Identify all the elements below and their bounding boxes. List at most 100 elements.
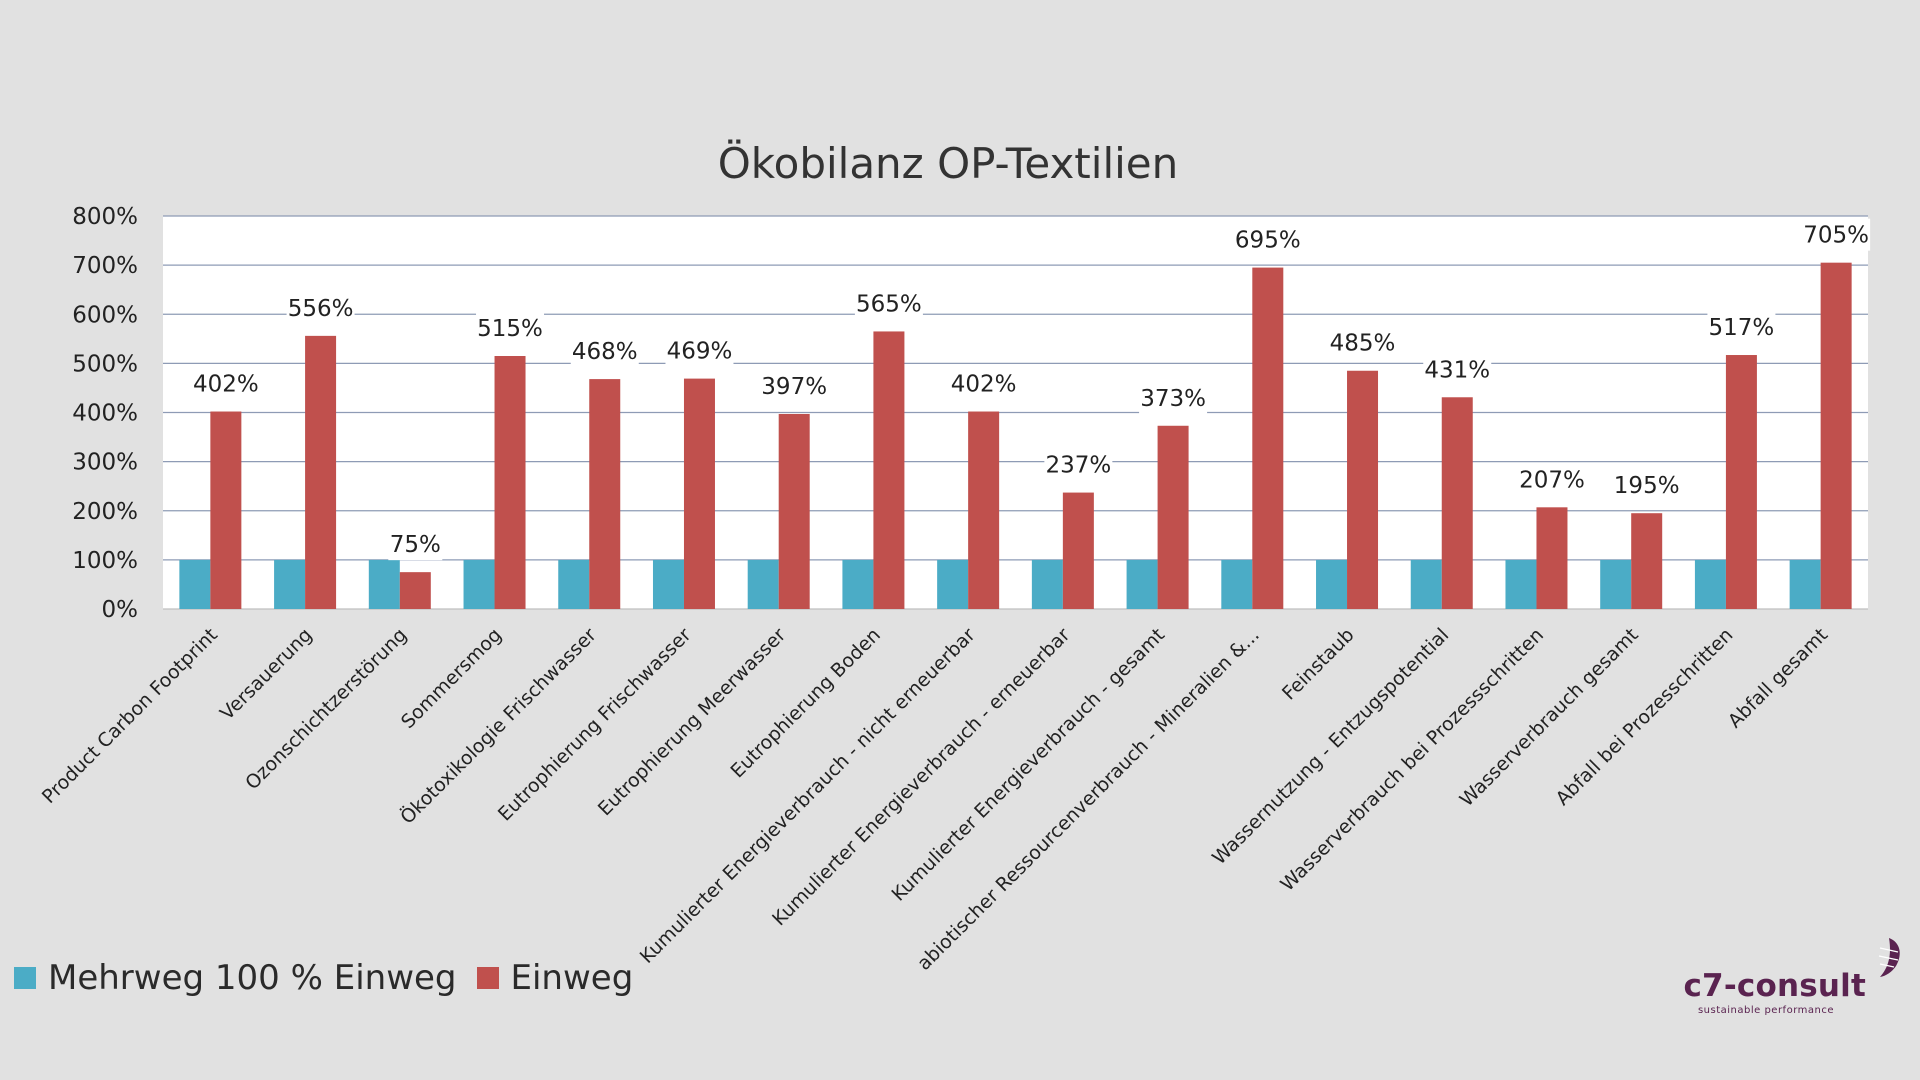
data-label: 397% bbox=[761, 374, 827, 400]
data-label-background bbox=[665, 334, 734, 367]
legend-item-einweg: Einweg bbox=[476, 958, 634, 998]
bar-mehrweg bbox=[368, 559, 400, 609]
x-tick-label: Eutrophierung Meerwasser bbox=[594, 624, 790, 820]
bar-einweg bbox=[873, 331, 905, 609]
data-label: 237% bbox=[1045, 453, 1111, 479]
bar-einweg bbox=[778, 413, 810, 609]
legend-swatch-einweg bbox=[476, 967, 499, 989]
data-label-background bbox=[1044, 448, 1113, 481]
data-label: 517% bbox=[1709, 315, 1775, 341]
bar-mehrweg bbox=[179, 559, 211, 609]
legend-label-einweg: Einweg bbox=[510, 958, 634, 998]
data-label: 469% bbox=[667, 339, 733, 365]
bar-mehrweg bbox=[1505, 559, 1537, 609]
x-tick-label: Sommersmog bbox=[397, 624, 506, 733]
data-label: 373% bbox=[1140, 386, 1206, 412]
x-tick-label: Kumulierter Energieverbrauch - nicht ern… bbox=[636, 624, 980, 968]
bar-mehrweg bbox=[652, 559, 684, 609]
x-tick-label: Wasserverbrauch gesamt bbox=[1456, 624, 1643, 811]
bar-einweg bbox=[968, 411, 1000, 609]
bar-einweg bbox=[494, 356, 526, 609]
bar-mehrweg bbox=[1410, 559, 1442, 609]
bar-mehrweg bbox=[842, 559, 874, 609]
y-tick-label: 400% bbox=[72, 401, 138, 427]
y-tick-label: 800% bbox=[72, 204, 138, 230]
x-tick-label: Versauerung bbox=[216, 624, 317, 725]
data-label-background bbox=[1707, 311, 1776, 344]
logo-mark-icon bbox=[1878, 938, 1900, 977]
data-label-background bbox=[1328, 326, 1397, 359]
bar-mehrweg bbox=[463, 559, 495, 609]
chart-title: Ökobilanz OP-Textilien bbox=[718, 138, 1179, 188]
bar-mehrweg bbox=[274, 559, 306, 609]
data-label: 75% bbox=[390, 532, 441, 558]
data-label: 195% bbox=[1614, 473, 1680, 499]
data-label-background bbox=[191, 367, 260, 400]
data-label-background bbox=[388, 528, 443, 561]
x-tick-label: Abfall bei Prozesschritten bbox=[1552, 624, 1738, 810]
data-label: 705% bbox=[1803, 223, 1869, 249]
x-tick-label: abiotischer Ressourcenverbrauch - Minera… bbox=[913, 624, 1264, 975]
bar-mehrweg bbox=[1789, 559, 1821, 609]
bar-mehrweg bbox=[1600, 559, 1632, 609]
bar-einweg bbox=[589, 379, 621, 609]
data-label-background bbox=[854, 287, 923, 320]
y-tick-label: 600% bbox=[72, 302, 138, 328]
y-tick-label: 300% bbox=[72, 450, 138, 476]
data-label-background bbox=[286, 291, 355, 324]
data-label-background bbox=[476, 312, 545, 345]
data-label: 468% bbox=[572, 339, 638, 365]
x-tick-label: Ozonschichtzerstörung bbox=[241, 624, 411, 794]
bar-mehrweg bbox=[747, 559, 779, 609]
bar-einweg bbox=[1725, 355, 1757, 609]
bar-mehrweg bbox=[1694, 559, 1726, 609]
data-label: 402% bbox=[951, 372, 1017, 398]
legend-swatch-mehrweg bbox=[14, 967, 36, 989]
bar-einweg bbox=[305, 335, 337, 609]
data-label-background bbox=[1139, 381, 1208, 414]
bar-mehrweg bbox=[937, 559, 969, 609]
data-label-background bbox=[760, 369, 829, 402]
x-tick-label: Abfall gesamt bbox=[1724, 624, 1832, 732]
bar-einweg bbox=[399, 572, 431, 609]
bar-mehrweg bbox=[1221, 559, 1253, 609]
data-label: 565% bbox=[856, 291, 922, 317]
data-label: 695% bbox=[1235, 228, 1301, 254]
bar-einweg bbox=[1441, 397, 1473, 609]
y-tick-label: 100% bbox=[72, 548, 138, 574]
bar-einweg bbox=[1536, 507, 1568, 609]
bar-mehrweg bbox=[1316, 559, 1348, 609]
data-label: 431% bbox=[1424, 357, 1490, 383]
legend-label-mehrweg: Mehrweg 100 % Einweg bbox=[48, 958, 457, 998]
bar-einweg bbox=[210, 411, 242, 609]
y-tick-label: 200% bbox=[72, 499, 138, 525]
y-tick-label: 500% bbox=[72, 351, 138, 377]
company-logo: c7-consult sustainable performance bbox=[1683, 938, 1906, 1016]
bar-einweg bbox=[1252, 267, 1284, 609]
data-label: 485% bbox=[1330, 331, 1396, 357]
data-label-background bbox=[1612, 469, 1681, 502]
bar-einweg bbox=[1062, 492, 1094, 609]
data-label-background bbox=[1517, 463, 1586, 496]
data-label-background bbox=[570, 335, 639, 368]
data-label: 515% bbox=[477, 316, 543, 342]
bar-einweg bbox=[1157, 425, 1189, 609]
legend-item-mehrweg: Mehrweg 100 % Einweg bbox=[14, 958, 457, 998]
data-label-background bbox=[949, 367, 1018, 400]
y-tick-label: 700% bbox=[72, 253, 138, 279]
x-tick-label: Product Carbon Footprint bbox=[38, 624, 222, 808]
bar-mehrweg bbox=[558, 559, 590, 609]
bar-einweg bbox=[1820, 262, 1852, 609]
logo-name: c7-consult bbox=[1683, 968, 1866, 1004]
y-tick-label: 0% bbox=[102, 597, 139, 623]
bar-mehrweg bbox=[1126, 559, 1158, 609]
data-label: 402% bbox=[193, 372, 259, 398]
logo-tagline: sustainable performance bbox=[1697, 1005, 1834, 1016]
data-label-background bbox=[1423, 353, 1492, 386]
data-label: 556% bbox=[288, 296, 354, 322]
bar-einweg bbox=[1347, 370, 1379, 609]
bar-einweg bbox=[683, 378, 715, 609]
data-label-background bbox=[1802, 218, 1871, 251]
x-tick-label: Ökotoxikologie Frischwasser bbox=[395, 623, 600, 828]
legend: Mehrweg 100 % Einweg Einweg bbox=[14, 958, 653, 998]
